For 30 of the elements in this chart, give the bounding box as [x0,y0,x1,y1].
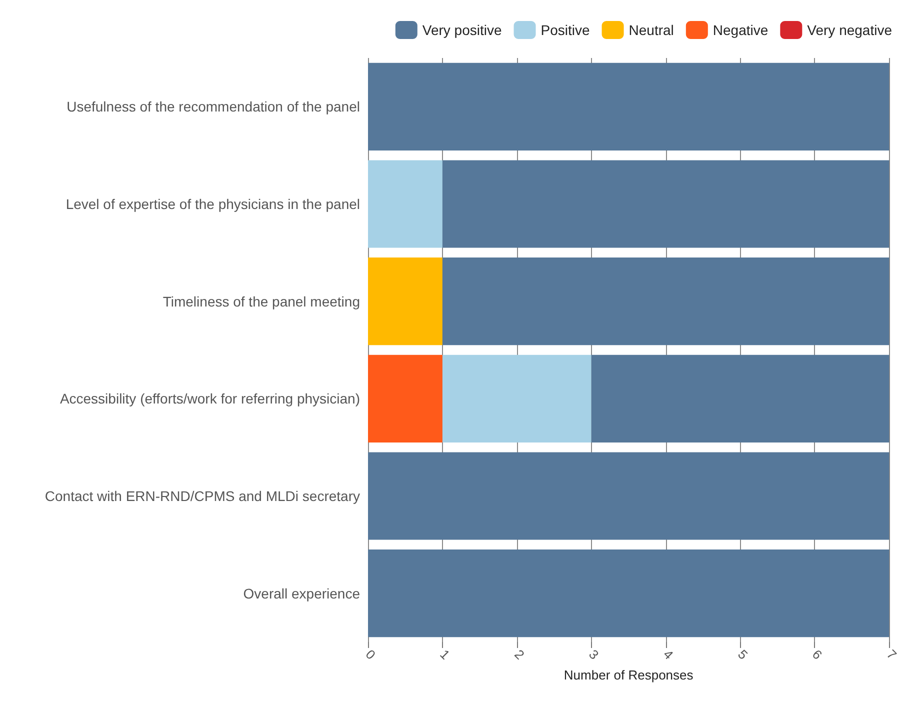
legend-label: Very negative [807,22,892,38]
legend-label: Negative [712,22,768,38]
bar [442,258,890,346]
bar [591,354,890,442]
x-tick-label: 0 [362,646,378,662]
x-tick-label: 1 [437,646,453,662]
bar [368,354,442,442]
y-tick-label: Accessibility (efforts/work for referring physician) [60,390,360,407]
x-tick-label: 7 [884,646,900,662]
legend-label: Neutral [628,22,674,38]
x-tick-label: 5 [734,646,751,662]
y-tick-label: Overall experience [243,585,360,602]
x-tick-label: 3 [586,646,602,662]
bar [442,160,890,248]
x-tick-label: 4 [660,646,676,662]
y-tick-label: Level of expertise of the physicians in the panel [66,196,360,212]
bar [368,550,890,638]
x-tick-label: 6 [809,646,826,662]
bar [442,354,592,442]
x-tick-label: 2 [512,646,528,662]
bar [368,258,442,346]
y-tick-label: Usefulness of the recommendation of the panel [66,98,360,115]
bar [368,62,890,150]
bar [368,160,442,248]
y-tick-label: Timeliness of the panel meeting [162,293,360,310]
legend-label: Positive [540,22,590,38]
y-tick-label: Contact with ERN-RND/CPMS and MLDi secretary [44,488,360,504]
x-axis-title: Number of Responses [564,668,694,683]
bar [368,452,890,540]
legend-label: Very positive [422,22,502,38]
